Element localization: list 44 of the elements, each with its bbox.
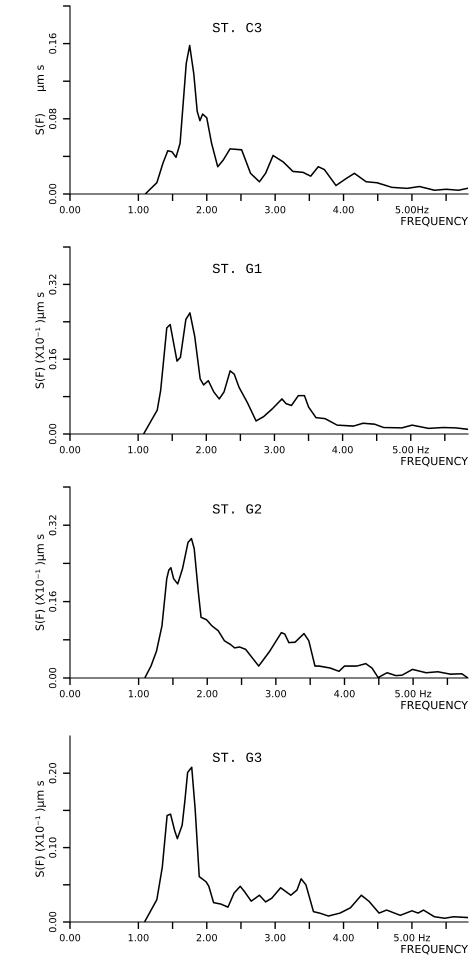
- x-axis-title: FREQUENCY: [401, 944, 468, 954]
- y-axis-title: S(F) (X10⁻¹ )μm s: [35, 780, 46, 877]
- x-tick-label: 1.00: [128, 446, 148, 454]
- x-tick-label: 3.00: [265, 934, 286, 942]
- x-tick-label: 2.00: [197, 690, 218, 698]
- x-tick-label: 1.00: [128, 690, 149, 698]
- text: ST. G2: [212, 504, 262, 514]
- x-tick-label: 4.00: [333, 206, 354, 214]
- y-axis-title: S(F) μm s: [35, 65, 46, 135]
- x-tick-label: 4.00: [334, 690, 355, 698]
- text: ST. G3: [212, 752, 262, 762]
- x-tick-label: 2.00: [196, 446, 216, 454]
- x-tick-label: 0.00: [60, 446, 80, 454]
- text: ST. G1: [212, 264, 262, 274]
- x-tick-label: 1.00: [128, 934, 149, 942]
- x-tick-label: 4.00: [332, 446, 353, 454]
- x-tick-label: 1.00: [128, 206, 149, 214]
- y-tick-label: 0.32: [48, 515, 56, 536]
- x-tick-label: 0.00: [60, 206, 80, 214]
- y-tick-label: 0.10: [48, 837, 56, 858]
- x-tick-label: 3.00: [266, 690, 286, 698]
- x-axis-title: FREQUENCY: [401, 700, 468, 710]
- y-tick-label: 0.32: [48, 274, 56, 295]
- x-tick-label: 5.00 Hz: [395, 690, 432, 698]
- x-tick-label: 5.00Hz: [396, 206, 429, 214]
- y-tick-label: 0.16: [48, 591, 56, 612]
- y-tick-label: 0.16: [48, 33, 56, 54]
- y-tick-label: 0.08: [48, 108, 56, 129]
- x-tick-label: 3.00: [265, 206, 286, 214]
- y-tick-label: 0.20: [48, 763, 56, 784]
- text: ST. C3: [212, 22, 262, 32]
- x-axis-title: FREQUENCY: [401, 456, 468, 466]
- x-tick-label: 3.00: [264, 446, 285, 454]
- x-tick-label: 5.00 Hz: [392, 446, 429, 454]
- y-axis-title: S(F) (X10⁻¹ )μm s: [35, 292, 46, 388]
- x-tick-label: 0.00: [60, 934, 80, 942]
- x-tick-label: 4.00: [333, 934, 354, 942]
- y-axis-title: S(F) (X10⁻¹ )μm s: [35, 534, 46, 630]
- x-tick-label: 0.00: [60, 690, 80, 698]
- x-axis-title: FREQUENCY: [401, 216, 468, 226]
- x-tick-label: 2.00: [196, 206, 217, 214]
- y-tick-label: 0.16: [48, 348, 56, 370]
- x-tick-label: 2.00: [196, 934, 217, 942]
- x-tick-label: 5.00 Hz: [394, 934, 430, 942]
